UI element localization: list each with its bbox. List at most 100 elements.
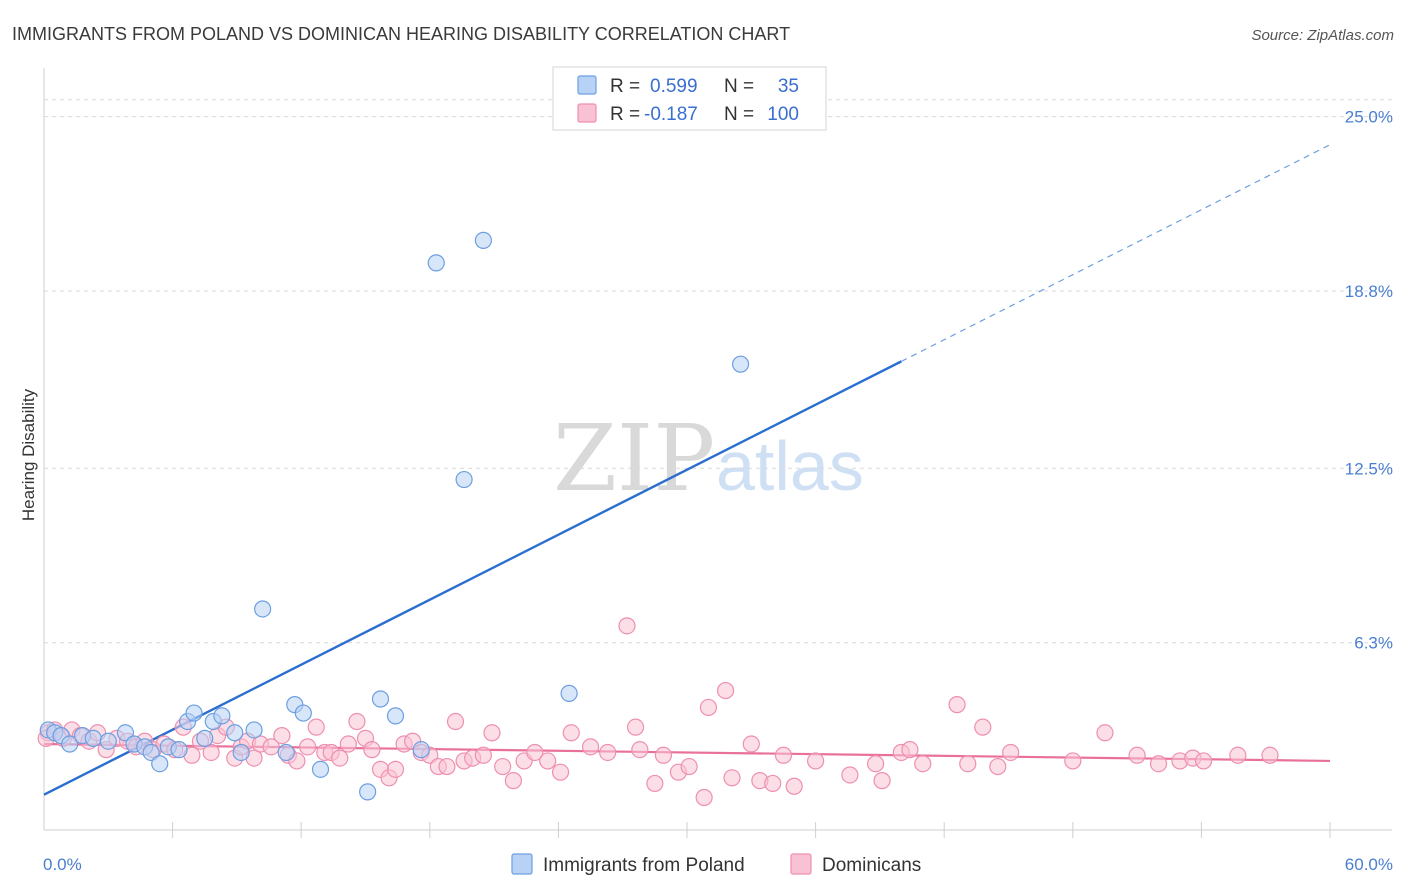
watermark: ZIP atlas (553, 405, 864, 512)
x-tick-label-max: 60.0% (1345, 855, 1393, 874)
dominican-point (774, 746, 793, 764)
legend-dominican-r-value: -0.187 (644, 104, 698, 125)
poland-point (455, 470, 473, 489)
data-points (37, 231, 1279, 807)
poland-trend-extension (901, 144, 1331, 362)
dominican-point (723, 769, 741, 787)
dominican-point (646, 774, 664, 793)
dominican-point (1149, 755, 1168, 773)
dominican-point (1096, 724, 1114, 742)
poland-point (359, 783, 377, 801)
dominican-point (504, 772, 522, 790)
dominican-point (339, 735, 357, 753)
dominican-point (806, 752, 825, 770)
dominican-point (1128, 746, 1146, 764)
dominican-point (494, 757, 512, 776)
dominican-point (386, 760, 405, 778)
legend-poland-r-value: 0.599 (650, 76, 698, 97)
dominican-point (562, 724, 580, 742)
poland-point (311, 760, 330, 778)
dominican-point (1002, 743, 1020, 762)
bottom-legend-dominican-label: Dominicans (822, 855, 921, 876)
dominican-point (618, 617, 636, 635)
poland-point (99, 732, 117, 750)
dominican-point (631, 741, 649, 759)
dominican-point (974, 718, 992, 736)
legend-dominican-swatch (577, 103, 597, 123)
y-tick-label-2: 18.8% (1345, 282, 1393, 301)
legend-poland-n-value: 35 (778, 76, 799, 97)
poland-point (226, 724, 244, 742)
poland-trend-line (43, 360, 902, 796)
dominican-point (202, 743, 220, 762)
poland-point (151, 755, 169, 773)
poland-point (232, 743, 250, 762)
bottom-legend-dominican-swatch (790, 853, 812, 875)
poland-point (412, 741, 430, 759)
legend-poland-swatch (577, 75, 597, 95)
poland-point (371, 690, 390, 708)
poland-point (560, 684, 578, 702)
dominican-point (1064, 752, 1082, 770)
dominican-point (699, 698, 718, 717)
dominican-point (785, 777, 803, 795)
dominican-point (948, 696, 966, 714)
dominican-point (867, 755, 885, 773)
x-tick-label-min: 0.0% (43, 855, 82, 874)
bottom-legend-poland-label: Immigrants from Poland (543, 855, 745, 876)
dominican-point (841, 766, 859, 784)
dominican-point (581, 738, 600, 756)
poland-point (84, 729, 102, 748)
dominican-point (299, 738, 317, 756)
dominican-point (363, 741, 381, 759)
poland-point (196, 729, 214, 748)
axes (43, 68, 1392, 838)
watermark-zip: ZIP (553, 405, 715, 512)
poland-point (170, 741, 188, 759)
legend-box (552, 66, 827, 131)
dominican-point (742, 735, 760, 753)
gridlines (44, 99, 1392, 644)
watermark-atlas: atlas (716, 427, 864, 505)
dominican-point (438, 757, 456, 776)
trend-lines (43, 144, 1331, 796)
dominican-point (901, 741, 919, 759)
chart-source: Source: ZipAtlas.com (1251, 27, 1394, 44)
dominican-point (914, 755, 932, 773)
dominican-point (446, 712, 465, 731)
bottom-legend: Immigrants from Poland Dominicans (511, 853, 921, 876)
dominican-point (273, 726, 291, 745)
poland-point (474, 231, 492, 249)
legend-poland-r-label: R = (610, 76, 640, 97)
legend-dominican-r-label: R = (610, 104, 640, 125)
poland-point (427, 254, 445, 272)
poland-point (185, 704, 203, 722)
y-tick-label-0: 6.3% (1354, 634, 1393, 653)
dominican-point (307, 718, 325, 736)
dominican-point (483, 724, 501, 742)
dominican-point (989, 757, 1007, 776)
y-tick-label-1: 12.5% (1345, 459, 1393, 478)
dominican-point (626, 718, 645, 736)
dominican-point (654, 746, 673, 764)
poland-point (245, 721, 263, 739)
poland-point (294, 704, 312, 722)
dominican-point (716, 681, 735, 700)
legend: R = 0.599 N = 35 R = -0.187 N = 100 (552, 66, 827, 131)
legend-dominican-n-label: N = (724, 104, 754, 125)
dominican-point (599, 743, 617, 762)
chart-title: IMMIGRANTS FROM POLAND VS DOMINICAN HEAR… (12, 24, 790, 44)
dominican-point (526, 743, 544, 762)
dominican-point (873, 772, 891, 790)
legend-poland-n-label: N = (724, 76, 754, 97)
dominican-point (764, 774, 782, 793)
dominican-point (680, 757, 698, 776)
dominican-point (262, 738, 280, 756)
y-axis-label: Hearing Disability (19, 388, 38, 521)
dominican-point (1229, 746, 1247, 764)
dominican-point (551, 763, 570, 781)
bottom-legend-poland-swatch (511, 853, 533, 875)
poland-point (731, 355, 750, 373)
poland-point (213, 707, 231, 725)
